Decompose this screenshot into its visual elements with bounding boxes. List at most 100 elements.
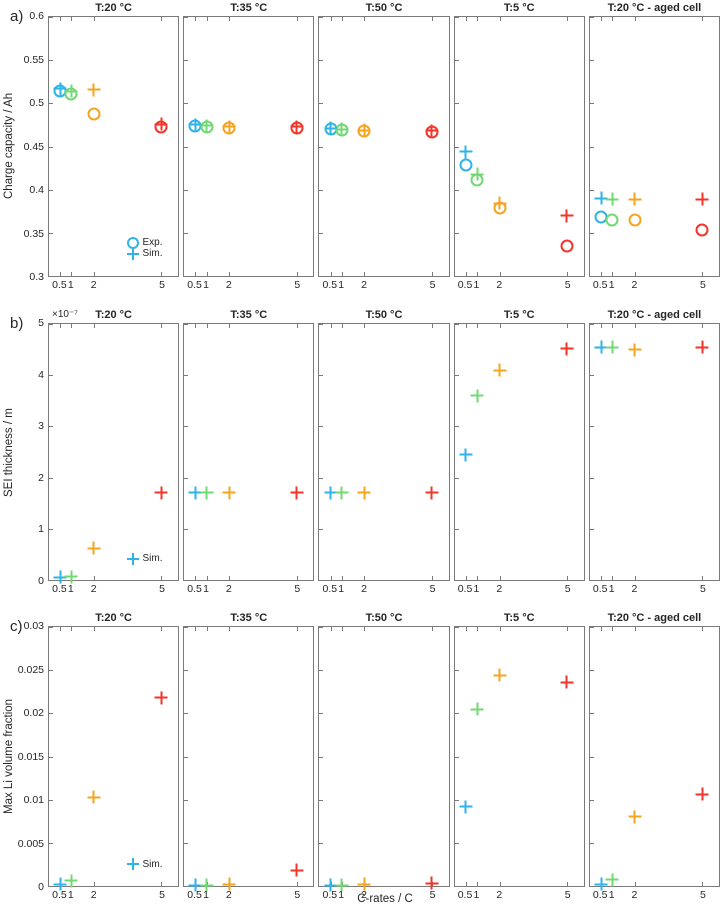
y-tick [589, 60, 594, 62]
x-tick [60, 324, 62, 328]
y-tick [49, 189, 53, 191]
x-tick [330, 627, 332, 631]
x-tick [634, 576, 636, 580]
y-tick-label: 0.025 [17, 663, 44, 676]
x-tick [71, 272, 73, 276]
sim-marker-plus [695, 340, 709, 354]
y-tick [589, 426, 594, 428]
x-tick [566, 576, 568, 580]
x-tick [330, 324, 332, 328]
x-tick [296, 576, 298, 580]
x-tick-label: 1 [338, 889, 345, 901]
subplot-panel: T:20 °C Exp. Sim. 0.5 1 2 5 [48, 2, 180, 295]
x-tick [612, 627, 614, 631]
x-tick-label: 5 [159, 279, 165, 291]
sim-marker-plus [200, 878, 214, 892]
sim-marker-plus [222, 877, 236, 891]
sim-marker-plus [200, 486, 214, 500]
subplot-panel: T:35 °C 0.5 1 2 5 [183, 2, 315, 295]
x-tick-label: 0.5 [457, 889, 473, 901]
x-tick-label: 5 [429, 889, 436, 901]
x-tick [499, 576, 501, 580]
legend-label: Exp. [142, 237, 163, 249]
y-tick [589, 375, 594, 377]
y-tick-label: 0.6 [29, 10, 44, 22]
y-tick [184, 146, 189, 148]
plot-area [453, 323, 585, 581]
x-tick-labels: 0.5 1 2 5 [318, 887, 449, 905]
y-tick [319, 276, 324, 277]
x-tick [229, 324, 231, 328]
sim-marker-plus [594, 877, 608, 891]
sim-marker-plus [459, 800, 473, 814]
x-tick [601, 17, 603, 21]
legend-entry: Exp. [126, 236, 163, 249]
sim-marker-plus [425, 876, 439, 890]
x-tick [702, 17, 704, 21]
sim-marker-plus [222, 120, 236, 134]
y-tick [454, 60, 459, 62]
row-sei-thickness: b) ×10⁻⁷ SEI thickness / m 0 1 2 3 4 5 T:20 °… [0, 309, 725, 599]
y-tick [454, 232, 459, 234]
x-tick-label: 1 [608, 889, 615, 901]
sim-marker-plus [628, 810, 642, 824]
y-tick [184, 670, 189, 672]
panel-letter-b: b) [10, 315, 24, 332]
panels-container: T:20 °C Exp. Sim. 0.5 1 2 5 T:35 °C 0.5 1 2 5 T:50 °… [48, 2, 721, 295]
x-tick [71, 324, 73, 328]
x-tick [93, 324, 95, 328]
subplot-panel: T:20 °C - aged cell 0.5 1 2 5 [588, 612, 721, 905]
y-tick [454, 799, 459, 801]
plot-area [318, 16, 450, 277]
y-tick [454, 528, 459, 530]
y-tick [319, 103, 324, 105]
x-tick [341, 272, 343, 276]
sim-marker-plus [605, 340, 619, 354]
y-tick [319, 375, 324, 377]
x-tick [702, 324, 704, 328]
y-tick [319, 756, 324, 758]
y-tick-label: 3 [38, 420, 44, 433]
y-tick [184, 426, 189, 428]
y-tick-label: 0 [38, 881, 44, 893]
x-tick-label: 5 [159, 583, 165, 595]
sim-marker-plus [459, 448, 473, 462]
x-tick [71, 627, 73, 631]
y-tick [49, 324, 53, 325]
y-tick [319, 580, 324, 581]
x-tick-label: 1 [67, 889, 74, 901]
x-tick [296, 627, 298, 631]
exp-marker-circle [87, 107, 101, 121]
plot-area [183, 323, 315, 581]
sim-marker-plus [425, 124, 439, 138]
x-tick [499, 17, 501, 21]
x-tick [634, 272, 636, 276]
y-tick [319, 713, 324, 715]
y-tick-label: 0 [38, 575, 44, 587]
y-tick [184, 627, 189, 628]
x-tick [702, 272, 704, 276]
y-tick [49, 17, 53, 18]
x-tick-label: 5 [294, 583, 301, 595]
y-tick [184, 17, 189, 18]
sim-marker-plus [53, 570, 67, 584]
sim-marker-plus [695, 192, 709, 206]
sim-marker-plus [222, 486, 236, 500]
sim-marker-plus [470, 389, 484, 403]
x-tick-labels: 0.5 1 2 5 [48, 277, 179, 295]
y-tick [319, 528, 324, 530]
y-tick-labels: 0.3 0.35 0.4 0.45 0.5 0.55 0.6 [18, 10, 48, 283]
subplot-panel: T:20 °C Sim. 0.5 1 2 5 [48, 612, 180, 905]
x-tick [477, 627, 479, 631]
y-tick-label: 0.01 [23, 794, 44, 806]
y-tick [184, 324, 189, 325]
x-tick [60, 627, 62, 631]
x-tick [499, 882, 501, 886]
x-tick-label: 5 [564, 279, 571, 291]
y-tick [49, 528, 53, 530]
legend-label: Sim. [142, 858, 163, 870]
sim-marker-plus [154, 486, 168, 500]
x-tick [601, 324, 603, 328]
x-tick-label: 1 [338, 279, 345, 291]
y-tick [454, 375, 459, 377]
